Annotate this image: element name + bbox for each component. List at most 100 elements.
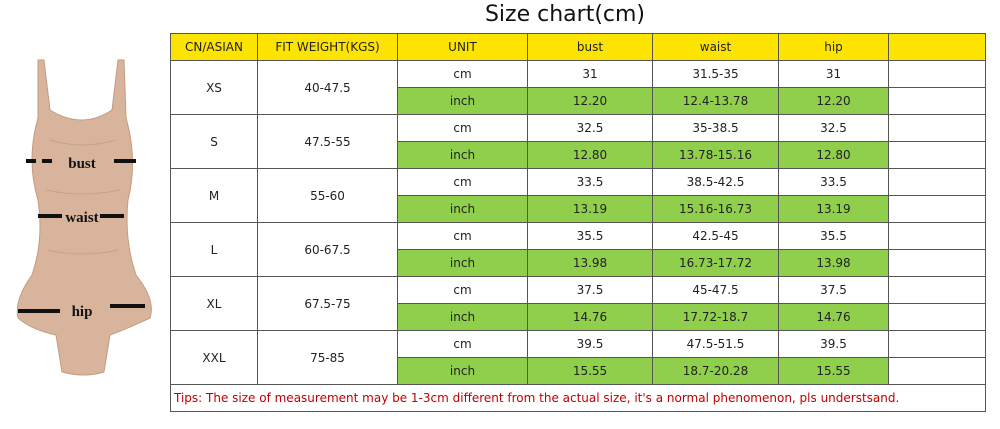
unit-cell: cm xyxy=(397,222,528,250)
header-cell: FIT WEIGHT(KGS) xyxy=(257,33,398,61)
inch-cell: 15.16-16.73 xyxy=(652,195,779,223)
table-row: S 47.5-55 cm 32.5 35-38.5 32.5 xyxy=(170,114,986,169)
inch-cell: 13.98 xyxy=(778,249,889,277)
header-cell: CN/ASIAN xyxy=(170,33,258,61)
cm-cell: 33.5 xyxy=(778,168,889,196)
weight-cell: 47.5-55 xyxy=(257,114,398,169)
cm-cell: 47.5-51.5 xyxy=(652,330,779,358)
cm-cell: 35-38.5 xyxy=(652,114,779,142)
empty-cell xyxy=(888,249,986,277)
inch-cell: 13.19 xyxy=(778,195,889,223)
header-cell: waist xyxy=(652,33,779,61)
cm-cell: 45-47.5 xyxy=(652,276,779,304)
empty-cell xyxy=(888,222,986,250)
empty-cell xyxy=(888,60,986,88)
inch-cell: 12.80 xyxy=(778,141,889,169)
table-row: inch 12.20 12.4-13.78 12.20 xyxy=(171,87,986,115)
fig-label: hip xyxy=(72,304,93,320)
inch-cell: 12.20 xyxy=(778,87,889,115)
size-cell: XS xyxy=(170,60,258,115)
cm-cell: 31.5-35 xyxy=(652,60,779,88)
unit-cell: cm xyxy=(397,60,528,88)
fig-label: waist xyxy=(65,210,98,226)
unit-cell: inch xyxy=(397,195,528,223)
inch-cell: 15.55 xyxy=(778,357,889,385)
cm-cell: 39.5 xyxy=(778,330,889,358)
inch-cell: 13.98 xyxy=(527,249,653,277)
size-cell: L xyxy=(170,222,258,277)
cm-cell: 33.5 xyxy=(527,168,653,196)
table-row: XL 67.5-75 cm 37.5 45-47.5 37.5 xyxy=(170,276,986,331)
inch-cell: 13.19 xyxy=(527,195,653,223)
empty-cell xyxy=(888,330,986,358)
header-cell xyxy=(888,33,986,61)
header-cell: hip xyxy=(778,33,889,61)
table-row: inch 13.98 16.73-17.72 13.98 xyxy=(171,249,986,277)
inch-cell: 14.76 xyxy=(778,303,889,331)
weight-cell: 75-85 xyxy=(257,330,398,385)
empty-cell xyxy=(888,276,986,304)
inch-cell: 12.80 xyxy=(527,141,653,169)
table-row: L 60-67.5 cm 35.5 42.5-45 35.5 xyxy=(170,222,986,277)
weight-cell: 60-67.5 xyxy=(257,222,398,277)
size-cell: XL xyxy=(170,276,258,331)
table-row: inch 14.76 17.72-18.7 14.76 xyxy=(171,303,986,331)
unit-cell: inch xyxy=(397,303,528,331)
empty-cell xyxy=(888,357,986,385)
table-row: inch 13.19 15.16-16.73 13.19 xyxy=(171,195,986,223)
unit-cell: inch xyxy=(397,141,528,169)
cm-cell: 32.5 xyxy=(778,114,889,142)
cm-cell: 39.5 xyxy=(527,330,653,358)
size-cell: XXL xyxy=(170,330,258,385)
cm-cell: 42.5-45 xyxy=(652,222,779,250)
unit-cell: inch xyxy=(397,249,528,277)
table-row: Tips: The size of measurement may be 1-3… xyxy=(170,384,986,412)
header-cell: UNIT xyxy=(397,33,528,61)
inch-cell: 15.55 xyxy=(527,357,653,385)
table-row: M 55-60 cm 33.5 38.5-42.5 33.5 xyxy=(170,168,986,223)
table-row: inch 15.55 18.7-20.28 15.55 xyxy=(171,357,986,385)
unit-cell: inch xyxy=(397,357,528,385)
header-cell: bust xyxy=(527,33,653,61)
empty-cell xyxy=(888,303,986,331)
cm-cell: 31 xyxy=(778,60,889,88)
inch-cell: 17.72-18.7 xyxy=(652,303,779,331)
cm-cell: 35.5 xyxy=(527,222,653,250)
weight-cell: 55-60 xyxy=(257,168,398,223)
inch-cell: 16.73-17.72 xyxy=(652,249,779,277)
cm-cell: 38.5-42.5 xyxy=(652,168,779,196)
inch-cell: 18.7-20.28 xyxy=(652,357,779,385)
tip: Tips: The size of measurement may be 1-3… xyxy=(170,384,986,412)
table-row: inch 12.80 13.78-15.16 12.80 xyxy=(171,141,986,169)
unit-cell: inch xyxy=(397,87,528,115)
empty-cell xyxy=(888,168,986,196)
product-image: bust waist hip xyxy=(16,59,152,376)
empty-cell xyxy=(888,87,986,115)
unit-cell: cm xyxy=(397,168,528,196)
texture xyxy=(45,139,121,255)
inch-cell: 12.4-13.78 xyxy=(652,87,779,115)
size-cell: S xyxy=(170,114,258,169)
inch-cell: 13.78-15.16 xyxy=(652,141,779,169)
weight-cell: 40-47.5 xyxy=(257,60,398,115)
table-row: CN/ASIAN FIT WEIGHT(KGS) UNIT bust waist hip xyxy=(170,33,986,61)
cm-cell: 37.5 xyxy=(527,276,653,304)
size-cell: M xyxy=(170,168,258,223)
cm-cell: 35.5 xyxy=(778,222,889,250)
empty-cell xyxy=(888,195,986,223)
unit-cell: cm xyxy=(397,276,528,304)
table-row: XXL 75-85 cm 39.5 47.5-51.5 39.5 xyxy=(170,330,986,385)
inch-cell: 12.20 xyxy=(527,87,653,115)
empty-cell xyxy=(888,114,986,142)
bodysuit xyxy=(16,59,152,376)
unit-cell: cm xyxy=(397,114,528,142)
cm-cell: 37.5 xyxy=(778,276,889,304)
table-row: XS 40-47.5 cm 31 31.5-35 31 xyxy=(170,60,986,115)
unit-cell: cm xyxy=(397,330,528,358)
weight-cell: 67.5-75 xyxy=(257,276,398,331)
title: Size chart(cm) xyxy=(484,2,646,27)
cm-cell: 31 xyxy=(527,60,653,88)
fig-label: bust xyxy=(68,156,96,172)
empty-cell xyxy=(888,141,986,169)
